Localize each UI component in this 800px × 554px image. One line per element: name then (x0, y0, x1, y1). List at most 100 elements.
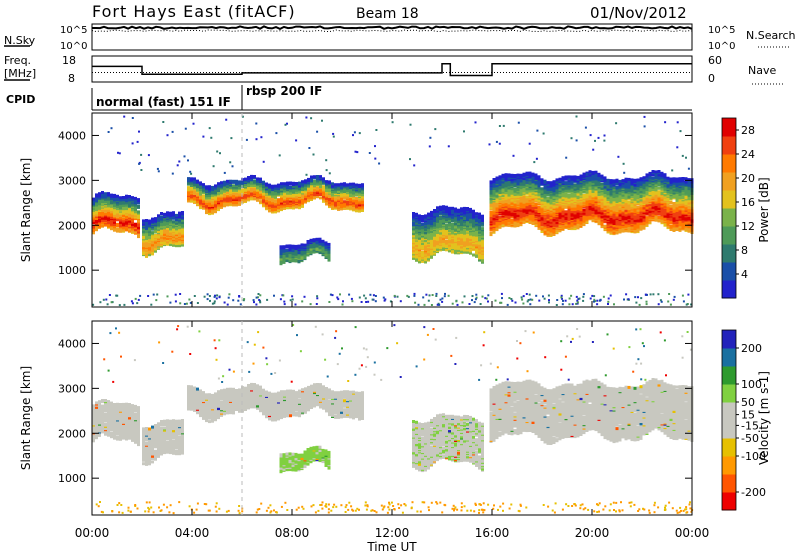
heatmap-cell (543, 186, 547, 190)
heatmap-cell (531, 211, 535, 215)
heatmap-cell (148, 219, 151, 223)
heatmap-cell (469, 212, 472, 216)
noise-frame (91, 23, 693, 51)
heatmap-cell (321, 246, 325, 250)
heatmap-cell (504, 195, 508, 199)
heatmap-cell (588, 207, 592, 211)
heatmap-cell (567, 193, 571, 197)
heatmap-cell (327, 242, 331, 246)
heatmap-cell (534, 191, 538, 195)
heatmap-cell (262, 180, 265, 184)
heatmap-cell (466, 242, 469, 246)
heatmap-cell (457, 244, 460, 248)
cpid-segment-1: normal (fast) 151 IF (96, 95, 231, 109)
heatmap-cell (187, 177, 190, 181)
heatmap-cell (442, 216, 445, 220)
heatmap-cell (154, 234, 157, 237)
noise-left-top-tick: 10^5 (60, 25, 87, 36)
heatmap-cell (131, 196, 134, 200)
heatmap-cell (101, 221, 104, 225)
heatmap-cell (478, 258, 481, 262)
heatmap-cell (609, 179, 613, 183)
heatmap-cell (304, 192, 307, 196)
heatmap-cell (546, 220, 550, 224)
heatmap-cell (116, 222, 119, 226)
heatmap-cell (190, 177, 193, 181)
heatmap-cell (534, 198, 538, 202)
heatmap-cell (427, 251, 430, 255)
heatmap-cell (433, 241, 436, 245)
heatmap-cell (232, 184, 235, 188)
heatmap-cell (163, 212, 166, 216)
heatmap-cell (510, 190, 514, 194)
heatmap-cell (513, 181, 517, 185)
heatmap-cell (463, 233, 466, 237)
heatmap-cell (301, 201, 304, 205)
heatmap-cell (220, 181, 223, 185)
heatmap-cell (175, 244, 178, 248)
heatmap-cell (101, 219, 104, 223)
heatmap-cell (576, 181, 580, 185)
heatmap-cell (340, 205, 343, 209)
heatmap-cell (355, 183, 358, 187)
heatmap-cell (286, 201, 289, 205)
heatmap-cell (321, 239, 325, 243)
heatmap-cell (337, 183, 340, 187)
heatmap-cell (134, 222, 137, 226)
heatmap-cell (110, 196, 113, 200)
heatmap-cell (481, 232, 484, 236)
heatmap-cell (196, 188, 199, 192)
heatmap-cell (292, 206, 295, 210)
heatmap-cell (549, 195, 553, 199)
heatmap-cell (498, 182, 502, 185)
heatmap-cell (181, 234, 184, 238)
heatmap-cell (306, 240, 310, 243)
heatmap-cell (492, 219, 496, 223)
heatmap-cell (217, 184, 220, 188)
heatmap-cell (301, 203, 304, 207)
heatmap-cell (92, 208, 95, 212)
heatmap-cell (137, 235, 140, 239)
heatmap-cell (110, 219, 113, 223)
heatmap-cell (343, 200, 346, 204)
heatmap-cell (328, 183, 331, 187)
heatmap-cell (319, 175, 322, 179)
heatmap-cell (142, 219, 145, 223)
heatmap-cell (358, 187, 361, 191)
heatmap-cell (457, 240, 460, 244)
heatmap-cell (439, 233, 442, 237)
heatmap-cell (107, 204, 110, 208)
heatmap-cell (190, 184, 193, 187)
heatmap-cell (427, 226, 430, 230)
heatmap-cell (415, 212, 418, 216)
heatmap-cell (451, 231, 454, 235)
heatmap-cell (567, 188, 571, 192)
heatmap-cell (134, 212, 137, 216)
heatmap-cell (466, 207, 469, 210)
heatmap-cell (104, 192, 107, 196)
heatmap-cell (543, 179, 547, 183)
heatmap-cell (501, 210, 505, 214)
freq-panel: Freq. [MHz] 18 8 60 0 Nave (4, 54, 784, 85)
heatmap-cell (292, 200, 295, 204)
heatmap-cell (288, 251, 292, 255)
heatmap-cell (340, 182, 343, 186)
heatmap-cell (101, 198, 104, 202)
heatmap-cell (537, 226, 541, 230)
heatmap-cell (433, 223, 436, 227)
heatmap-cell (244, 177, 247, 181)
heatmap-cell (315, 243, 319, 247)
heatmap-cell (525, 171, 529, 175)
heatmap-cell (582, 172, 586, 176)
heatmap-cell (463, 220, 466, 224)
heatmap-cell (421, 233, 424, 236)
heatmap-cell (606, 178, 610, 182)
heatmap-cell (163, 242, 166, 245)
heatmap-cell (337, 189, 340, 193)
heatmap-cell (235, 188, 238, 192)
heatmap-cell (166, 242, 169, 246)
heatmap-cell (322, 199, 325, 203)
heatmap-cell (475, 232, 478, 236)
heatmap-cell (519, 203, 523, 206)
heatmap-cell (125, 194, 128, 198)
